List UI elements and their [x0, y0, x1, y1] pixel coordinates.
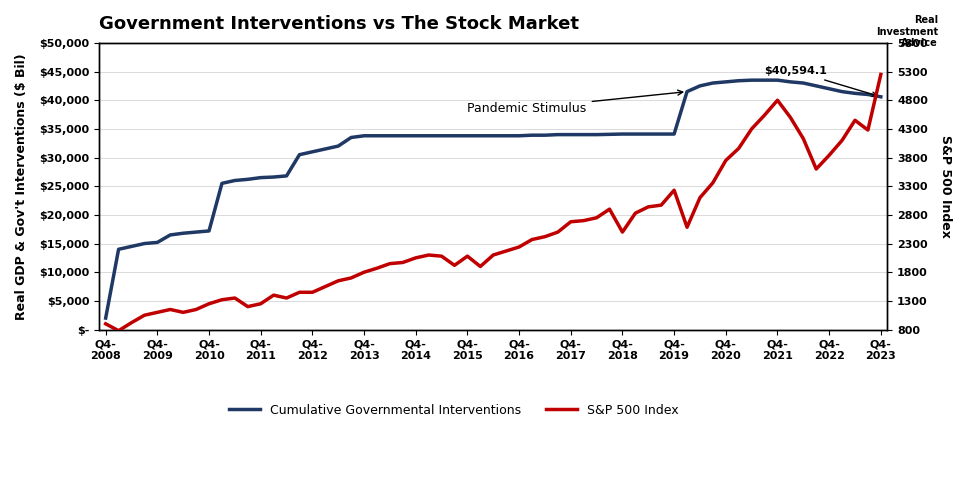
Y-axis label: Real GDP & Gov't Interventions ($ Bil): Real GDP & Gov't Interventions ($ Bil)	[15, 53, 28, 320]
Text: Government Interventions vs The Stock Market: Government Interventions vs The Stock Ma…	[100, 15, 579, 33]
Legend: Cumulative Governmental Interventions, S&P 500 Index: Cumulative Governmental Interventions, S…	[223, 399, 684, 422]
Text: Real
Investment
Advice: Real Investment Advice	[876, 15, 938, 48]
Text: Pandemic Stimulus: Pandemic Stimulus	[467, 90, 683, 115]
Y-axis label: S&P 500 Index: S&P 500 Index	[939, 135, 952, 238]
Text: $40,594.1: $40,594.1	[765, 66, 877, 97]
